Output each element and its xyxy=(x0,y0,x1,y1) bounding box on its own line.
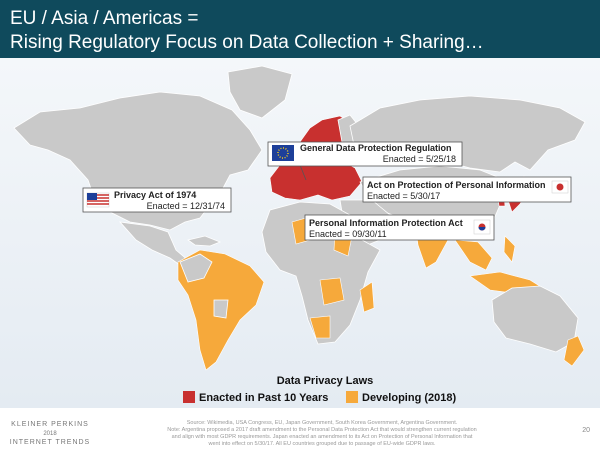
callout-date: Enacted = 09/30/11 xyxy=(309,229,387,239)
callout-title: Personal Information Protection Act xyxy=(309,218,463,228)
source-line: and align with most GDPR requirements. J… xyxy=(172,434,473,440)
source-line: Source: Wikimedia, USA Congress, EU, Jap… xyxy=(187,420,458,426)
source-line: Note: Argentina proposed a 2017 draft am… xyxy=(167,427,476,433)
us-flag xyxy=(87,193,97,200)
callout-pipa: Personal Information Protection Act Enac… xyxy=(304,214,495,241)
callout-date: Enacted = 5/25/18 xyxy=(383,154,456,164)
callout-title: Privacy Act of 1974 xyxy=(114,190,196,200)
title-line: Rising Regulatory Focus on Data Collecti… xyxy=(10,32,484,53)
brand: INTERNET TRENDS xyxy=(10,439,90,446)
source-line: went into effect on 5/30/17. All EU coun… xyxy=(207,441,436,447)
legend-swatch xyxy=(183,391,195,403)
callout-gdpr: General Data Protection Regulation Enact… xyxy=(267,141,463,181)
brand: 2018 xyxy=(43,431,57,437)
legend-title: Data Privacy Laws xyxy=(277,375,374,387)
eu-stars xyxy=(277,147,289,159)
header-band xyxy=(0,0,600,58)
legend-item: Enacted in Past 10 Years xyxy=(199,392,328,404)
page-number: 20 xyxy=(582,427,590,434)
title-line: EU / Asia / Americas = xyxy=(10,8,199,29)
legend-item: Developing (2018) xyxy=(362,392,456,404)
callout-appi: Act on Protection of Personal Informatio… xyxy=(362,176,572,203)
legend-swatch xyxy=(346,391,358,403)
eu-flag xyxy=(272,145,294,161)
callout-date: Enacted = 12/31/74 xyxy=(147,201,225,211)
brand: KLEINER PERKINS xyxy=(11,421,89,428)
callout-title: General Data Protection Regulation xyxy=(300,143,452,153)
callout-date: Enacted = 5/30/17 xyxy=(367,191,440,201)
callout-title: Act on Protection of Personal Informatio… xyxy=(367,180,546,190)
callout-privacy-act: Privacy Act of 1974 Enacted = 12/31/74 xyxy=(82,187,232,213)
